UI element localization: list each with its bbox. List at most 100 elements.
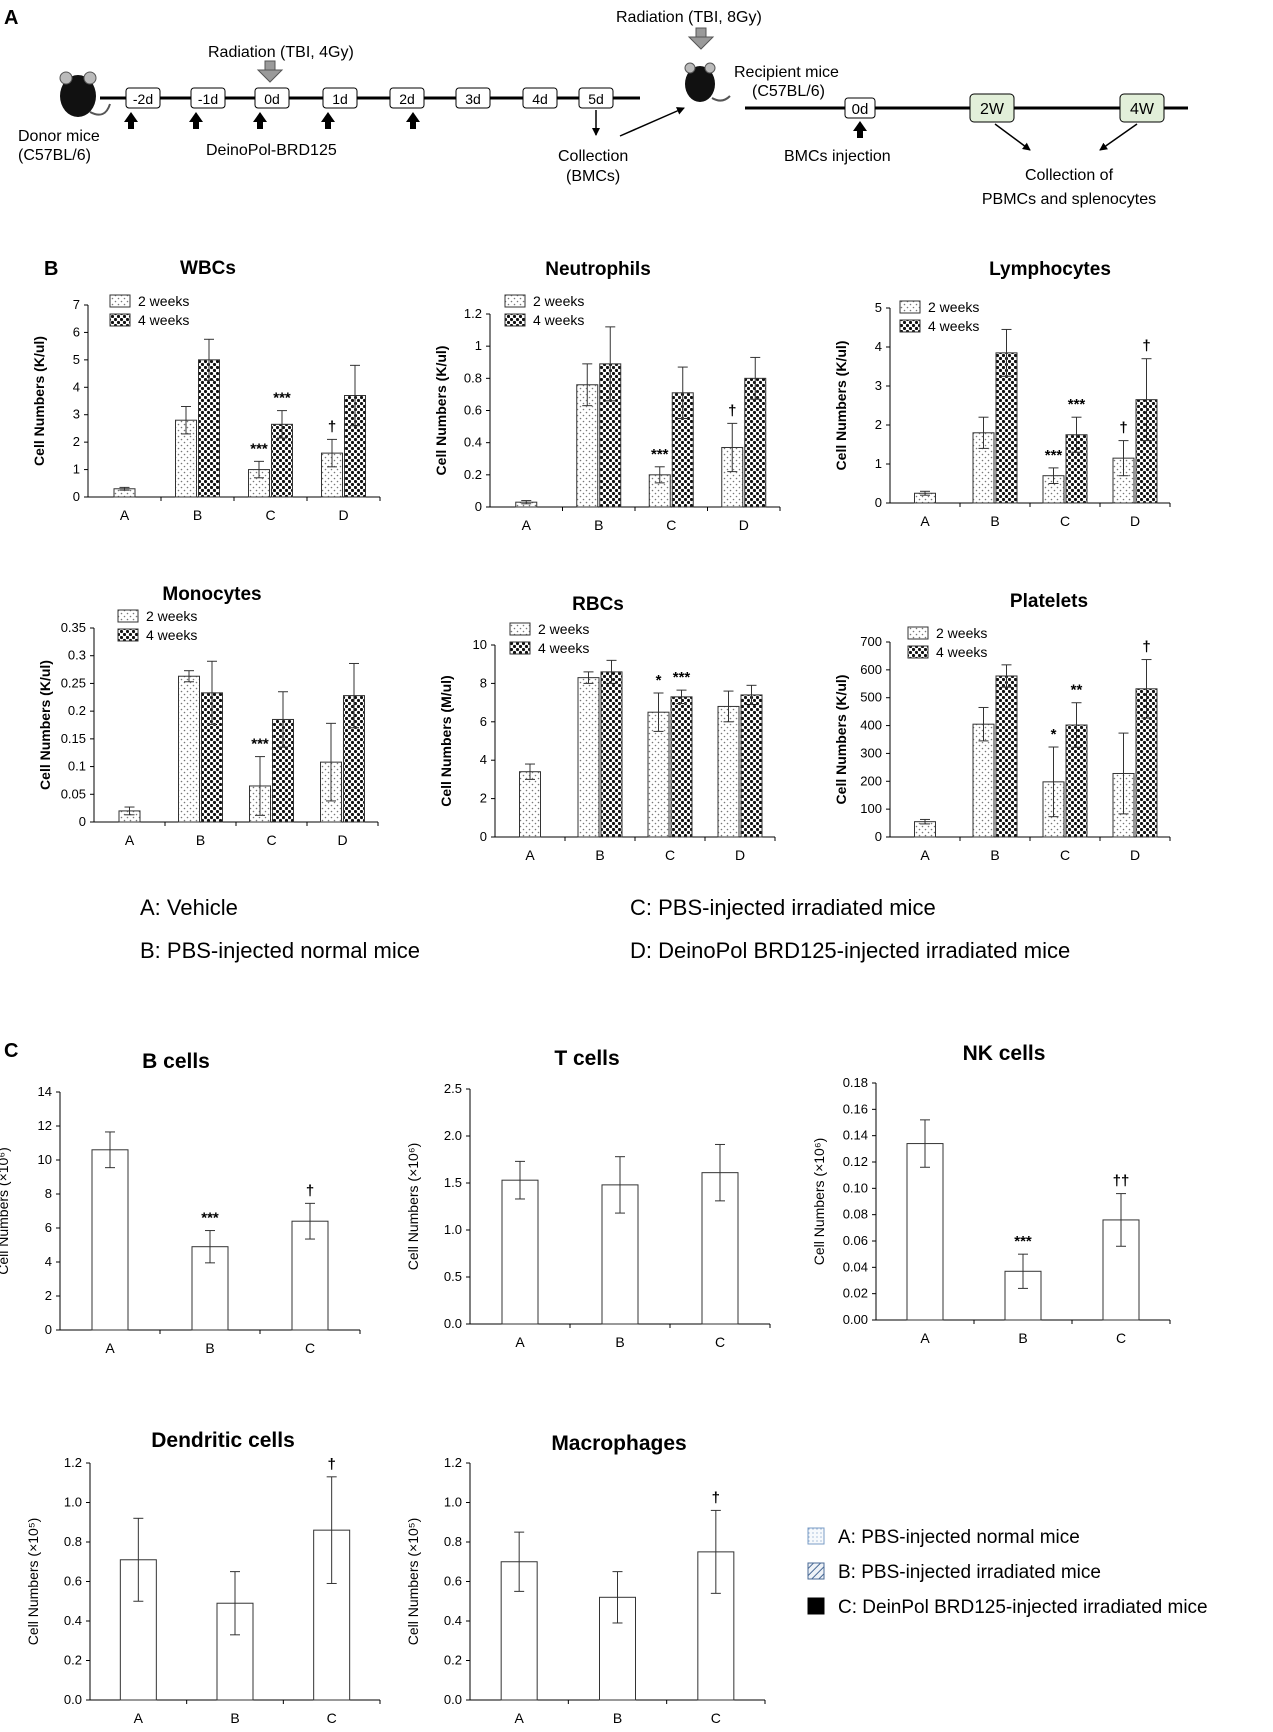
x-tick-label: D <box>1130 847 1140 863</box>
x-tick-label: B <box>1018 1330 1027 1346</box>
legend-label: 4 weeks <box>533 312 584 328</box>
x-tick-label: C <box>1116 1330 1126 1346</box>
y-tick-label: 4 <box>875 339 882 354</box>
legend-b-item: C: PBS-injected irradiated mice <box>630 895 936 920</box>
y-tick-label: 0.18 <box>843 1075 868 1090</box>
donor-mouse-icon <box>59 71 111 117</box>
chart-dendritic-cells: Dendritic cells Cell Numbers (×10⁵) 0.0 0.2… <box>25 1429 381 1726</box>
x-tick-label: B <box>990 847 999 863</box>
transfer-arrow <box>619 107 685 137</box>
y-tick-label: 0.4 <box>444 1613 462 1628</box>
y-axis-label: Cell Numbers (×10⁵) <box>25 1518 41 1646</box>
x-tick-label: A <box>105 1340 115 1356</box>
legend-label: 2 weeks <box>928 299 979 315</box>
legend-label: 4 weeks <box>928 318 979 334</box>
x-tick-label: A <box>134 1710 144 1726</box>
x-tick-label: D <box>735 847 745 863</box>
bar <box>577 677 600 838</box>
y-tick-label: 1.5 <box>444 1175 462 1190</box>
y-tick-label: 14 <box>38 1084 52 1099</box>
x-tick-label: B <box>230 1710 239 1726</box>
significance-mark: † <box>712 1489 720 1506</box>
day-label: 3d <box>465 91 481 107</box>
chart-lymphocytes: Lymphocytes Cell Numbers (K/ul) 0 1 2 3 4 5 A B C *… <box>833 259 1171 529</box>
bar <box>717 705 740 838</box>
legend-swatch <box>509 622 531 636</box>
y-tick-label: 0.05 <box>61 786 86 801</box>
x-tick-label: A <box>125 832 135 848</box>
chart-title: Macrophages <box>551 1432 686 1455</box>
x-tick-label: C <box>1060 513 1070 529</box>
collection2-label-2: PBMCs and splenocytes <box>982 191 1156 208</box>
collection-arrow <box>994 123 1031 151</box>
y-tick-label: 700 <box>860 634 882 649</box>
y-tick-label: 2.5 <box>444 1081 462 1096</box>
chart-monocytes: Monocytes Cell Numbers (K/ul) 0 0.05 0.1 0.15… <box>37 584 379 848</box>
legend-swatch <box>509 641 531 655</box>
y-tick-label: 0.12 <box>843 1154 868 1169</box>
legend-b-item: B: PBS-injected normal mice <box>140 938 420 963</box>
y-tick-label: 0.04 <box>843 1259 868 1274</box>
x-tick-label: B <box>615 1334 624 1350</box>
radiation-arrow-icon <box>687 27 715 50</box>
x-tick-label: A <box>920 847 930 863</box>
bar <box>91 1149 129 1331</box>
x-tick-label: C <box>266 832 276 848</box>
legend-label: 4 weeks <box>138 312 189 328</box>
collection2-label-1: Collection of <box>1025 167 1114 184</box>
legend-c-item: C: DeinPol BRD125-injected irradiated mi… <box>838 1597 1208 1618</box>
y-tick-label: 0.10 <box>843 1180 868 1195</box>
significance-mark: *** <box>651 446 669 463</box>
day-box <box>125 87 161 109</box>
x-tick-label: A <box>522 517 532 533</box>
x-tick-label: A <box>920 1330 930 1346</box>
y-tick-label: 0.2 <box>464 467 482 482</box>
treatment-arrow-icon <box>189 112 203 129</box>
chart-title: RBCs <box>572 594 624 615</box>
y-tick-label: 10 <box>38 1152 52 1167</box>
x-tick-label: B <box>193 507 202 523</box>
y-tick-label: 0.6 <box>444 1574 462 1589</box>
y-axis-label: Cell Numbers (K/ul) <box>37 660 53 790</box>
legend-swatch <box>504 294 526 308</box>
y-tick-label: 0.0 <box>444 1692 462 1707</box>
y-tick-label: 5 <box>875 300 882 315</box>
significance-mark: †† <box>1113 1173 1130 1190</box>
y-tick-label: 0.0 <box>444 1316 462 1331</box>
donor-label-2: (C57BL/6) <box>18 147 91 164</box>
y-tick-label: 400 <box>860 718 882 733</box>
day-label: 2d <box>399 91 415 107</box>
treatment-arrow-icon <box>253 112 267 129</box>
x-tick-label: C <box>711 1710 721 1726</box>
bar <box>600 671 623 838</box>
y-tick-label: 0.2 <box>444 1653 462 1668</box>
significance-mark: † <box>1119 420 1127 437</box>
y-tick-label: 2 <box>73 434 80 449</box>
bar <box>740 694 763 838</box>
significance-mark: † <box>327 1456 335 1473</box>
week-2-box <box>969 93 1015 123</box>
day-label: 0d <box>264 91 280 107</box>
bar <box>670 696 693 838</box>
significance-mark: *** <box>273 390 291 407</box>
chart-macrophages: Macrophages Cell Numbers (×10⁵) 0.0 0.2 0.4 0… <box>405 1432 766 1726</box>
legend-swatch <box>117 628 139 642</box>
legend-swatch <box>117 609 139 623</box>
legend-label: 2 weeks <box>936 625 987 641</box>
y-tick-label: 4 <box>45 1254 52 1269</box>
y-tick-label: 0 <box>79 814 86 829</box>
x-tick-label: C <box>715 1334 725 1350</box>
y-tick-label: 0.2 <box>64 1653 82 1668</box>
panel-c-letter: C <box>4 1040 18 1062</box>
injection-label: BMCs injection <box>784 148 891 165</box>
chart-title: B cells <box>142 1050 210 1073</box>
day-label: 1d <box>332 91 348 107</box>
legend-c-swatch <box>807 1527 825 1545</box>
legend-label: 2 weeks <box>146 608 197 624</box>
chart-title: Neutrophils <box>545 259 651 280</box>
week-4-box <box>1119 93 1165 123</box>
day-box <box>455 87 491 109</box>
legend-c: A: PBS-injected normal mice B: PBS-injec… <box>807 1527 1208 1618</box>
